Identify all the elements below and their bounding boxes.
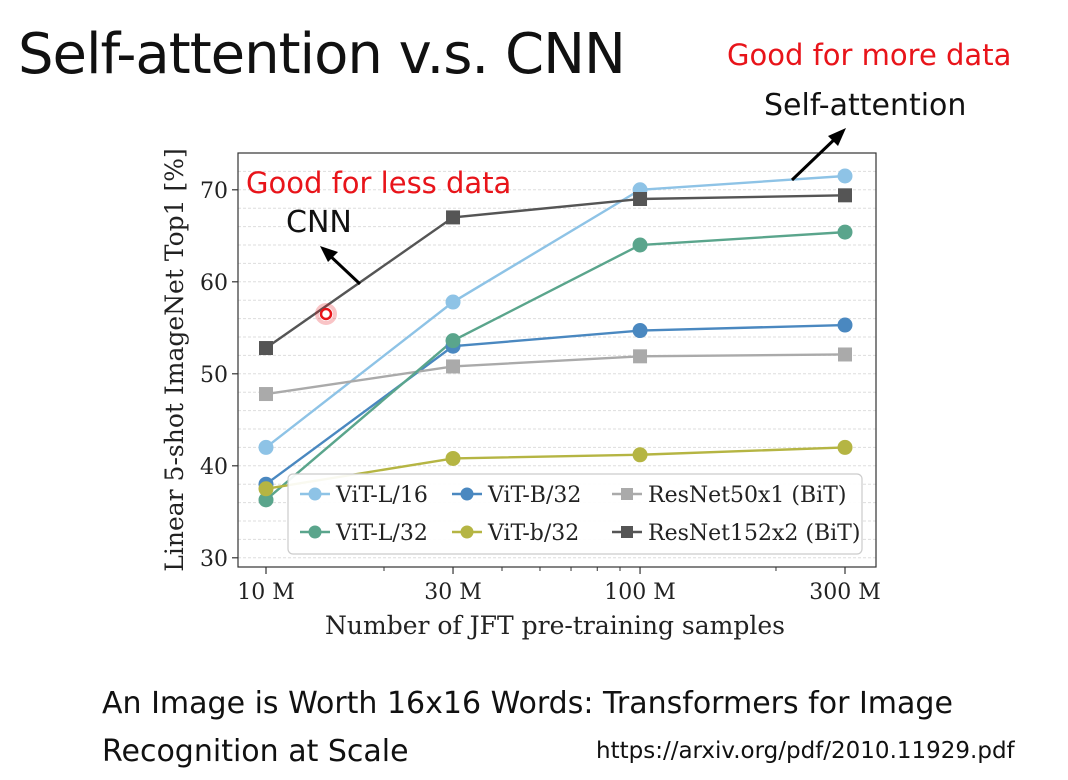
legend-marker-vit-l-16 — [308, 487, 322, 501]
y-tick-label: 50 — [200, 363, 228, 388]
data-point-resnet50x1-bit — [259, 387, 273, 402]
data-point-resnet50x1-bit — [446, 359, 461, 374]
data-point-vit-l-32 — [837, 224, 853, 240]
series-line-vit-l-32 — [265, 230, 846, 501]
self-attention-label: Self-attention — [764, 88, 967, 123]
data-point-vit-b-32 — [632, 447, 648, 463]
legend-box — [287, 473, 863, 555]
good-for-less-data-note: Good for less data — [246, 166, 512, 200]
series-line-vit-l-16 — [265, 174, 846, 449]
legend-label-resnet152x2-bit: ResNet152x2 (BiT) — [648, 521, 860, 546]
data-point-vit-l-16 — [837, 168, 853, 184]
data-point-vit-b-32 — [632, 323, 648, 339]
data-point-resnet152x2-bit — [838, 188, 852, 203]
data-point-vit-l-16 — [445, 294, 461, 310]
cursor-dot-icon — [319, 307, 333, 321]
y-tick-label: 30 — [200, 547, 228, 572]
legend-marker-resnet50x1-bit — [621, 488, 633, 500]
series-line-resnet152x2-bit — [265, 194, 846, 350]
data-point-vit-b-32 — [837, 439, 853, 455]
plot-frame — [237, 152, 877, 568]
legend-label-resnet50x1-bit: ResNet50x1 (BiT) — [648, 483, 846, 508]
data-point-vit-l-16 — [258, 439, 274, 455]
cnn-label: CNN — [286, 205, 352, 240]
legend-label-vit-l-32: ViT-L/32 — [335, 521, 428, 546]
data-point-vit-b-32 — [837, 317, 853, 333]
x-tick-label: 10 M — [237, 580, 295, 605]
data-point-vit-l-32 — [632, 237, 648, 253]
cnn-arrow-head — [320, 246, 338, 262]
x-tick-label: 100 M — [604, 580, 676, 605]
x-axis: 10 M 30 M 100 M 300 M — [237, 567, 881, 605]
y-tick-label: 60 — [200, 271, 228, 296]
data-point-vit-b-32 — [445, 450, 461, 466]
data-point-resnet152x2-bit — [259, 341, 273, 356]
self-attention-arrow-line — [790, 133, 841, 182]
legend-label-vit-b-32: ViT-B/32 — [487, 483, 581, 508]
data-point-vit-b-32 — [258, 481, 274, 497]
x-axis-title: Number of JFT pre-training samples — [325, 611, 785, 640]
data-point-vit-l-32 — [258, 492, 274, 508]
good-for-more-data-note: Good for more data — [727, 38, 1012, 72]
x-minor-ticks — [383, 567, 777, 571]
data-point-resnet152x2-bit — [633, 192, 648, 206]
legend: ViT-L/16 ViT-B/32 ResNet50x1 (BiT) ViT-L/32… — [300, 483, 860, 546]
x-tick-label: 300 M — [809, 580, 881, 605]
legend-label-vit-l-16: ViT-L/16 — [335, 483, 428, 508]
slide-title: Self-attention v.s. CNN — [18, 22, 626, 87]
legend-marker-vit-b-32 — [460, 525, 474, 539]
paper-url-link[interactable]: https://arxiv.org/pdf/2010.11929.pdf — [596, 738, 1015, 764]
y-axis-title: Linear 5-shot ImageNet Top1 [%] — [160, 148, 189, 571]
data-point-resnet152x2-bit — [446, 210, 461, 225]
legend-marker-vit-l-32 — [308, 525, 322, 539]
paper-caption: An Image is Worth 16x16 Words: Transform… — [102, 686, 953, 769]
cursor-glow — [315, 303, 337, 325]
legend-marker-resnet152x2-bit — [621, 526, 633, 538]
data-point-vit-l-32 — [445, 333, 461, 349]
legend-label-vit-b-32: ViT-b/32 — [487, 521, 579, 546]
data-point-resnet50x1-bit — [633, 349, 648, 364]
x-tick-label: 30 M — [424, 580, 482, 605]
y-tick-label: 70 — [200, 179, 228, 204]
self-attention-arrow-head — [828, 128, 846, 146]
y-tick-label: 40 — [200, 455, 228, 480]
legend-marker-vit-b-32 — [460, 487, 474, 501]
series-line-resnet50x1-bit — [265, 353, 846, 396]
data-point-resnet50x1-bit — [838, 347, 852, 362]
y-axis: 30 40 50 60 70 — [200, 179, 238, 572]
series-line-vit-b-32 — [265, 323, 846, 486]
